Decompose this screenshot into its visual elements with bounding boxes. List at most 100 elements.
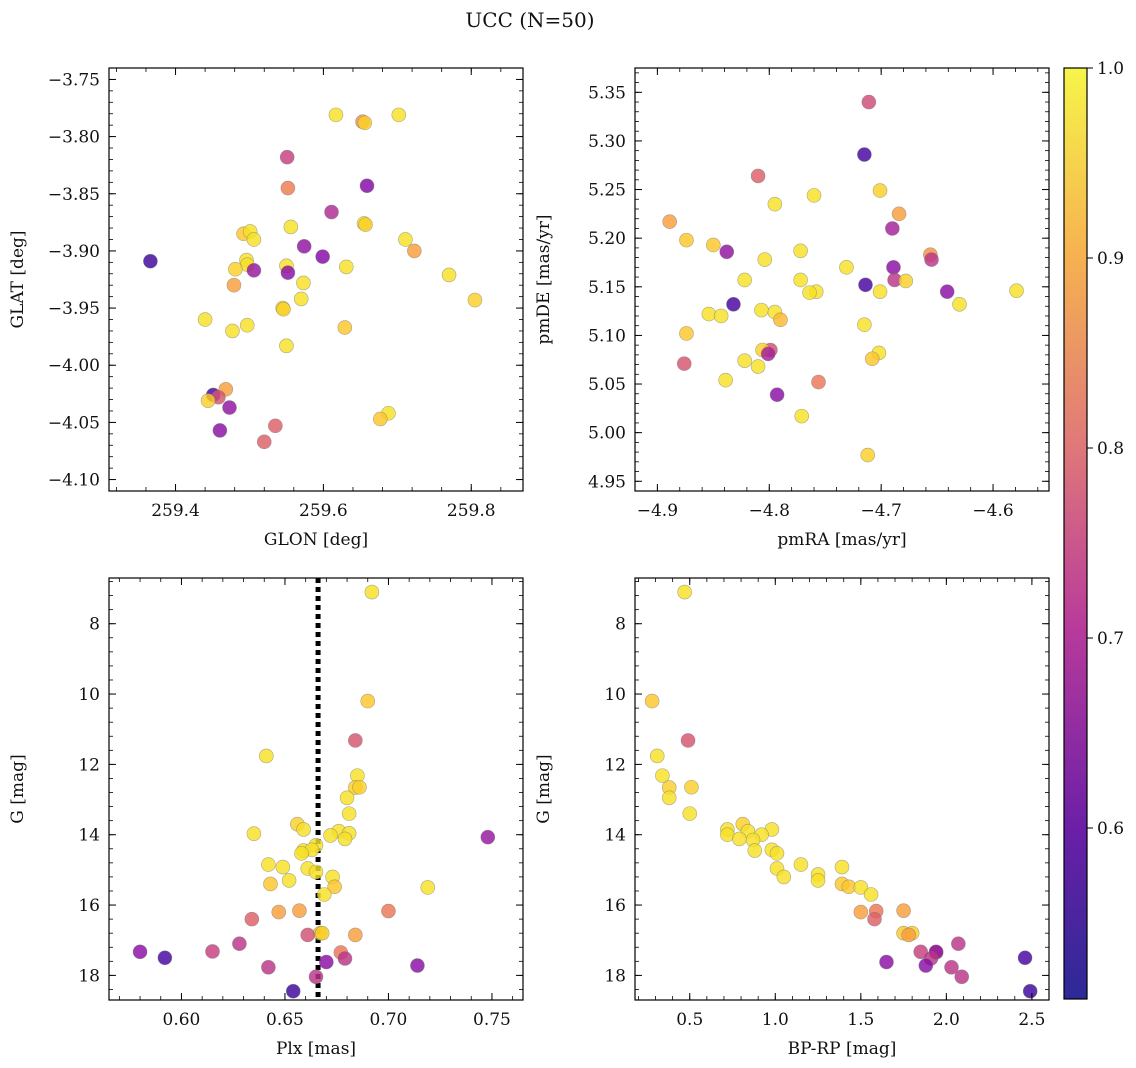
scatter-point: [373, 411, 388, 427]
x-tick-label: −4.7: [861, 501, 902, 521]
scatter-point: [1017, 950, 1033, 966]
panel-bprp-g: 0.5 1.0 1.5 2.0 2.5 8 10 12 14 16 18 BP-RP [mag] G […: [534, 577, 1050, 1059]
x-tick-label: −4.8: [749, 501, 790, 521]
x-tick-label: 2.5: [1018, 1010, 1045, 1030]
scatter-point: [296, 822, 311, 837]
scatter-point: [352, 779, 367, 795]
scatter-point: [901, 927, 917, 943]
scatter-point: [246, 263, 262, 278]
scatter-point: [300, 927, 316, 943]
scatter-point: [885, 221, 900, 236]
points: [132, 584, 496, 999]
scatter-point: [954, 969, 970, 985]
scatter-point: [268, 418, 283, 434]
figure-title: UCC (N=50): [465, 8, 594, 32]
y-axis-label: pmDE [mas/yr]: [534, 214, 554, 344]
x-tick-label: 0.75: [473, 1010, 511, 1030]
scatter-point: [867, 911, 882, 927]
scatter-point: [684, 779, 699, 795]
scatter-point: [324, 204, 339, 220]
colorbar-gradient: [1063, 67, 1088, 1000]
scatter-point: [655, 768, 670, 783]
y-tick-label: 10: [78, 685, 100, 705]
colorbar-tick-label: 0.6: [1097, 819, 1124, 839]
scatter-point: [776, 869, 792, 885]
scatter-point: [769, 846, 785, 861]
scatter-point: [860, 447, 876, 463]
scatter-point: [407, 243, 422, 259]
scatter-point: [339, 790, 355, 806]
scatter-point: [261, 857, 276, 872]
colorbar-tick-label: 0.9: [1097, 249, 1124, 269]
scatter-point: [398, 232, 413, 247]
scatter-point: [339, 259, 354, 275]
scatter-point: [283, 219, 299, 235]
scatter-point: [281, 873, 297, 888]
scatter-point: [316, 887, 332, 902]
scatter-point: [858, 277, 873, 293]
scatter-point: [679, 232, 694, 248]
scatter-point: [1009, 283, 1024, 298]
scatter-point: [381, 903, 396, 919]
scatter-point: [951, 936, 966, 952]
scatter-point: [246, 826, 262, 841]
panel-pmra-pmde: −4.9 −4.8 −4.7 −4.6 4.95 5.00 5.05 5.10 5.15 5.20…: [534, 67, 1050, 550]
scatter-point: [359, 178, 375, 194]
scatter-point: [222, 400, 237, 415]
colorbar: 0.6 0.7 0.8 0.9 1.0: [1063, 59, 1124, 1000]
x-axis-label: GLON [deg]: [264, 530, 368, 550]
x-tick-label: 0.60: [163, 1010, 201, 1030]
y-tick-label: 18: [604, 966, 626, 986]
y-tick-label: 5.35: [588, 83, 626, 103]
scatter-point: [480, 829, 496, 845]
scatter-point: [853, 880, 869, 895]
x-tick-label: 0.5: [676, 1010, 703, 1030]
scatter-point: [296, 275, 311, 291]
y-tick-label: 8: [89, 615, 100, 635]
scatter-point: [256, 434, 272, 450]
scatter-point: [891, 206, 907, 222]
scatter-point: [259, 748, 274, 764]
y-tick-label: 5.05: [588, 375, 626, 395]
scatter-point: [279, 338, 294, 354]
y-tick-label: 16: [604, 896, 626, 916]
y-tick-label: 14: [604, 826, 626, 846]
y-tick-label: 5.25: [588, 181, 626, 201]
scatter-point: [662, 214, 677, 229]
points: [143, 107, 483, 450]
scatter-point: [132, 944, 148, 960]
scatter-point: [834, 859, 850, 875]
y-tick-label: 5.10: [588, 326, 626, 346]
y-tick-label: 10: [604, 685, 626, 705]
y-tick-label: 5.20: [588, 229, 626, 249]
scatter-point: [271, 904, 287, 920]
y-axis-label: GLAT [deg]: [8, 230, 28, 328]
scatter-point: [679, 326, 694, 341]
scatter-point: [793, 857, 809, 872]
scatter-point: [661, 790, 677, 806]
x-axis-label: Plx [mas]: [276, 1039, 356, 1059]
scatter-point: [944, 959, 959, 975]
x-tick-label: 0.70: [370, 1010, 408, 1030]
y-tick-label: −4.10: [48, 471, 100, 491]
scatter-point: [246, 232, 262, 247]
scatter-point: [296, 239, 312, 254]
scatter-point: [719, 244, 735, 260]
scatter-point: [939, 284, 955, 299]
axes-frame: [108, 67, 524, 492]
x-tick-label: 259.8: [447, 501, 496, 521]
x-tick-label: 1.0: [762, 1010, 789, 1030]
scatter-point: [263, 876, 278, 892]
scatter-point: [747, 843, 763, 858]
scatter-point: [410, 958, 425, 973]
scatter-point: [872, 183, 888, 198]
y-tick-label: 14: [78, 826, 100, 846]
scatter-point: [863, 887, 879, 902]
scatter-point: [314, 925, 330, 941]
y-tick-label: 5.15: [588, 278, 626, 298]
scatter-point: [261, 959, 276, 975]
points: [662, 94, 1024, 463]
x-axis-label: BP-RP [mag]: [788, 1039, 897, 1059]
scatter-point: [225, 323, 240, 339]
scatter-point: [280, 180, 296, 196]
